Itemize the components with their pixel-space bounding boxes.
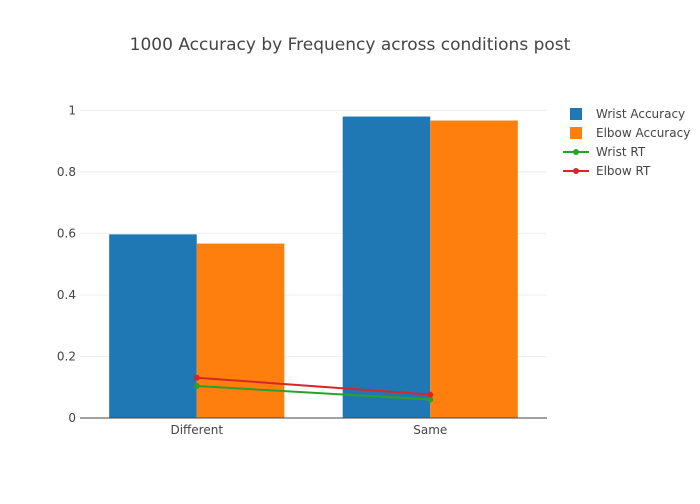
point-wrist-rt <box>427 396 434 403</box>
y-tick-labels: 0 0.2 0.4 0.6 0.8 1 <box>57 103 76 425</box>
legend-swatch <box>570 108 582 120</box>
point-elbow-rt <box>193 374 200 381</box>
legend-swatch <box>570 127 582 139</box>
point-wrist-rt <box>193 383 200 390</box>
legend-item-wrist-accuracy[interactable]: Wrist Accuracy <box>570 107 685 121</box>
x-tick-label: Same <box>413 423 447 437</box>
y-tick-label: 0.4 <box>57 288 76 302</box>
bar-wrist-accuracy <box>342 116 431 419</box>
line-wrist-rt <box>196 385 431 401</box>
chart-title: 1000 Accuracy by Frequency across condit… <box>130 35 571 55</box>
legend-label: Elbow RT <box>596 164 651 178</box>
legend-marker <box>573 168 579 174</box>
legend-label: Wrist RT <box>596 145 646 159</box>
bar-wrist-accuracy <box>109 234 197 418</box>
y-tick-label: 0.6 <box>57 226 76 240</box>
legend: Wrist Accuracy Elbow Accuracy Wrist RT Elbo… <box>563 107 690 178</box>
legend-item-elbow-rt[interactable]: Elbow RT <box>563 164 651 178</box>
point-elbow-rt <box>427 391 434 398</box>
y-tick-label: 0.2 <box>57 349 76 363</box>
legend-label: Elbow Accuracy <box>596 126 690 140</box>
bar-elbow-accuracy <box>196 243 285 418</box>
y-tick-label: 0 <box>68 411 76 425</box>
x-tick-labels: Different Same <box>170 423 447 437</box>
y-tick-label: 0.8 <box>57 165 76 179</box>
legend-item-wrist-rt[interactable]: Wrist RT <box>563 145 646 159</box>
line-elbow-rt <box>196 376 431 396</box>
legend-label: Wrist Accuracy <box>596 107 685 121</box>
bar-elbow-accuracy <box>430 120 518 418</box>
bar-layer <box>109 116 518 419</box>
legend-marker <box>573 149 579 155</box>
legend-item-elbow-accuracy[interactable]: Elbow Accuracy <box>570 126 690 140</box>
x-tick-label: Different <box>170 423 223 437</box>
line-layer <box>193 374 434 403</box>
y-tick-label: 1 <box>68 103 76 117</box>
